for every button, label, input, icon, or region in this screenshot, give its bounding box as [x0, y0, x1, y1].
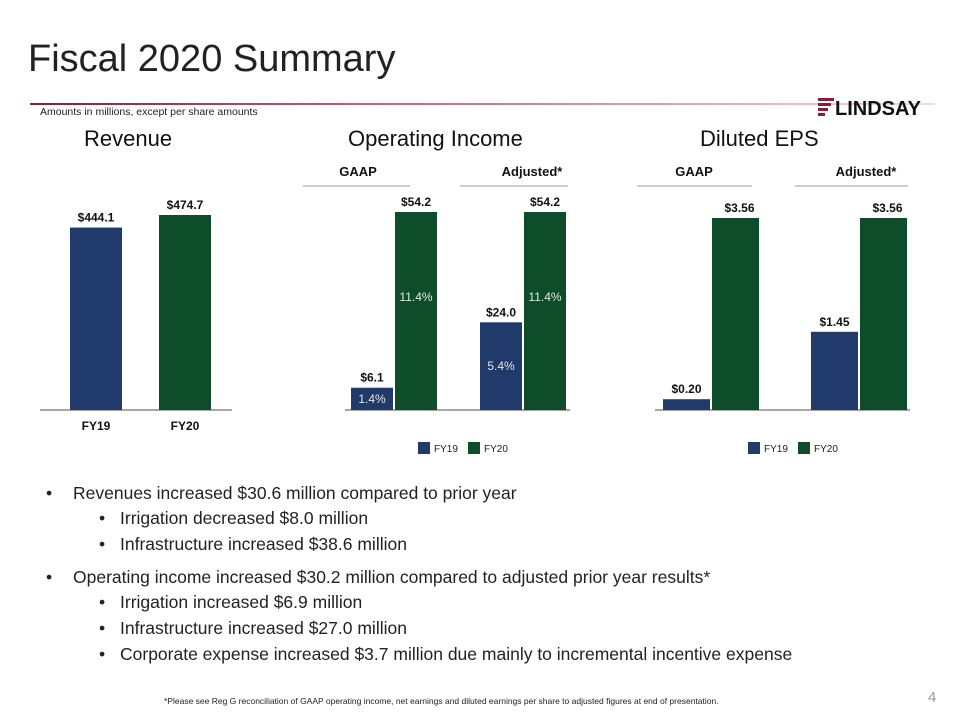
operating-income-group-header: Adjusted* [502, 164, 564, 179]
diluted-eps-bar-fy19-0 [663, 399, 710, 410]
diluted-eps-data-label: $1.45 [819, 315, 849, 329]
footnote: *Please see Reg G reconciliation of GAAP… [164, 696, 719, 706]
diluted-eps-legend-label: FY19 [764, 444, 788, 455]
operating-income-margin-label: 11.4% [399, 290, 432, 304]
revenue-data-label: $444.1 [78, 211, 115, 225]
slide-title: Fiscal 2020 Summary [28, 38, 396, 80]
operating-income-bar-fy20-0 [395, 212, 437, 410]
operating-income-data-label: $54.2 [530, 195, 560, 209]
diluted-eps-group-header: Adjusted* [836, 164, 898, 179]
sub-bullet: Infrastructure increased $27.0 million [46, 615, 926, 641]
revenue-tick-label: FY19 [82, 419, 111, 433]
summary-bullets: Revenues increased $30.6 million compare… [46, 475, 926, 667]
lindsay-logo: LINDSAY [818, 98, 922, 117]
sub-bullet: Irrigation decreased $8.0 million [46, 505, 926, 531]
sub-bullet: Irrigation increased $6.9 million [46, 589, 926, 615]
sub-bullet: Infrastructure increased $38.6 million [46, 531, 926, 557]
operating-income-data-label: $54.2 [401, 195, 431, 209]
revenue-bar-fy20 [159, 215, 211, 410]
operating-income-legend-swatch [468, 442, 480, 454]
title-divider [30, 103, 935, 105]
operating-income-legend-label: FY20 [484, 444, 508, 455]
operating-income-bar-fy19-1 [480, 322, 522, 410]
diluted-eps-bar-fy19-1 [811, 331, 858, 410]
bullet-list: Revenues increased $30.6 million compare… [46, 481, 926, 667]
operating-income-data-label: $24.0 [486, 305, 516, 319]
bullet-operating-income: Operating income increased $30.2 million… [46, 565, 926, 589]
operating-income-margin-label: 5.4% [487, 359, 515, 373]
operating-income-data-label: $6.1 [360, 371, 384, 385]
diluted-eps-bar-fy20-1 [860, 218, 907, 410]
operating-income-group-header: GAAP [339, 164, 377, 179]
bullet-revenue: Revenues increased $30.6 million compare… [46, 481, 926, 505]
revenue-tick-label: FY20 [171, 419, 200, 433]
operating-income-margin-label: 1.4% [358, 392, 386, 406]
operating-income-legend-swatch [418, 442, 430, 454]
units-note: Amounts in millions, except per share am… [40, 106, 258, 118]
diluted-eps-bar-fy20-0 [712, 218, 759, 410]
diluted-eps-group-header: GAAP [675, 164, 713, 179]
charts-canvas: $444.1 FY19 $474.7 FY20 GAAP $6.1 1.4% $54.2 11.… [40, 164, 910, 455]
diluted-eps-data-label: $3.56 [724, 201, 754, 215]
sub-bullet: Corporate expense increased $3.7 million… [46, 641, 926, 667]
operating-income-bar-fy19-0 [351, 387, 393, 410]
operating-income-bar-fy20-1 [524, 212, 566, 410]
diluted-eps-data-label: $0.20 [671, 382, 701, 396]
diluted-eps-heading: Diluted EPS [700, 126, 819, 151]
operating-income-heading: Operating Income [348, 126, 523, 151]
diluted-eps-legend-swatch [748, 442, 760, 454]
page-number: 4 [928, 689, 937, 706]
operating-income-margin-label: 11.4% [528, 290, 561, 304]
operating-income-legend-label: FY19 [434, 444, 458, 455]
revenue-data-label: $474.7 [167, 198, 204, 212]
diluted-eps-legend-label: FY20 [814, 444, 838, 455]
revenue-heading: Revenue [84, 126, 173, 151]
diluted-eps-legend-swatch [798, 442, 810, 454]
logo-wordmark: LINDSAY [835, 98, 922, 117]
revenue-bar-fy19 [70, 227, 122, 410]
diluted-eps-data-label: $3.56 [872, 201, 902, 215]
